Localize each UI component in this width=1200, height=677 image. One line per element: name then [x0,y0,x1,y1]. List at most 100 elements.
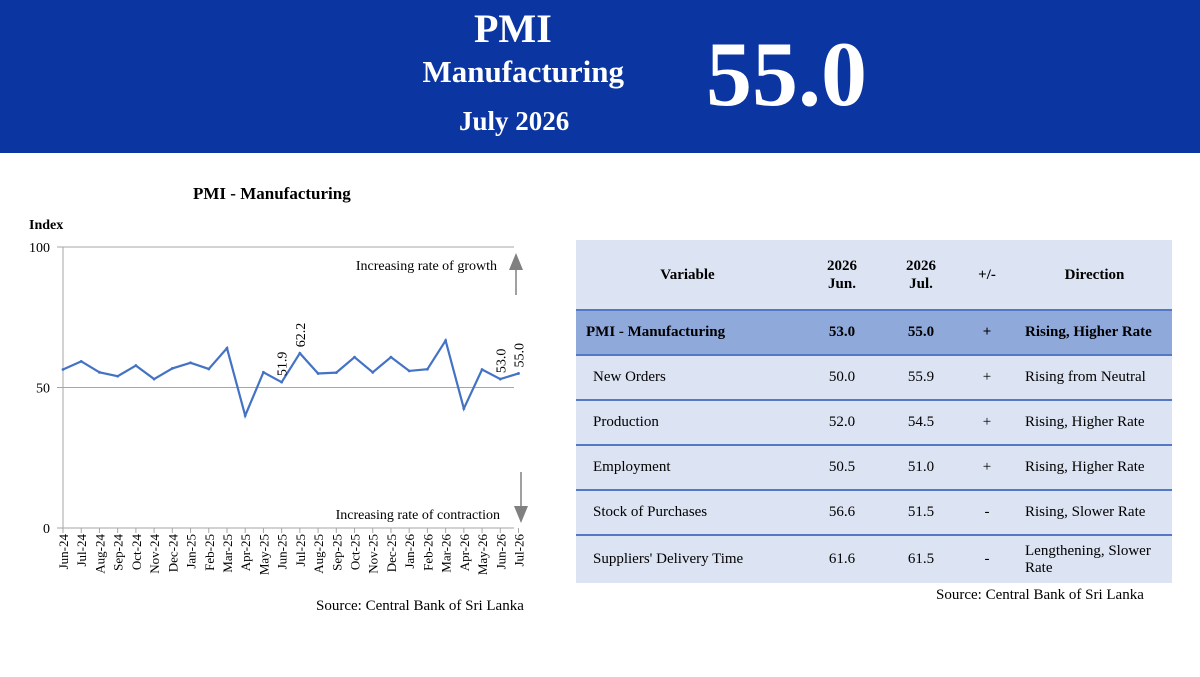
data-point [316,372,320,375]
y-tick-label: 0 [43,522,50,537]
table-row: Suppliers' Delivery Time 61.6 61.5- Lengthe… [576,535,1172,583]
data-point [189,361,192,365]
data-point [353,355,356,359]
x-tick-label: Aug-24 [92,534,107,574]
data-label: 55.0 [513,343,528,368]
data-label: 53.0 [494,349,509,374]
cell-variable: Suppliers' Delivery Time [576,535,799,583]
x-tick-label: Oct-24 [129,534,144,571]
banner-date: July 2026 [459,106,570,136]
data-point [98,370,101,374]
header-direction: Direction [1017,240,1172,311]
header-jul-month: Jul. [909,275,933,292]
cell-jul: 55.0 [885,310,957,356]
y-tick-label: 100 [29,241,50,256]
x-tick-label: May-26 [475,534,490,576]
cell-jul: 55.9 [885,355,957,401]
cell-change: + [957,355,1017,401]
x-tick-label: Sep-25 [329,534,344,571]
data-point [225,346,229,350]
x-tick-label: Jul-26 [512,534,527,567]
data-point [207,367,211,371]
data-point [426,367,429,371]
cell-jun: 52.0 [799,400,885,446]
x-tick-label: Sep-24 [111,534,126,571]
cell-jun: 56.6 [799,490,885,536]
x-tick-label: Feb-26 [420,534,435,571]
x-tick-label: Jul-24 [74,534,89,567]
header-jul-year: 2026 [906,257,936,274]
growth-annotation: Increasing rate of growth [356,259,497,274]
data-point [298,351,302,355]
data-point [407,369,411,373]
cell-variable: Production [576,400,799,446]
data-point [134,364,138,367]
x-tick-label: Mar-25 [220,534,235,573]
cell-direction: Lengthening, Slower Rate [1017,535,1172,583]
data-point [170,366,174,370]
contraction-annotation: Increasing rate of contraction [336,508,500,523]
data-point [116,374,120,378]
x-tick-label: Feb-25 [202,534,217,571]
down-arrow-icon [514,472,528,523]
cell-direction: Rising from Neutral [1017,355,1172,401]
cell-jun: 61.6 [799,535,885,583]
table-row-highlight: PMI - Manufacturing 53.0 55.0 + Rising, High… [576,310,1172,356]
cell-change: + [957,310,1017,356]
data-point [152,377,156,381]
data-point [517,372,520,375]
x-tick-label: Jul-25 [293,534,308,567]
table-header-row: Variable 2026 Jun. 2026 Jul. +/- Direction [576,240,1172,311]
x-tick-label: Jan-25 [184,534,199,569]
header-jun-month: Jun. [828,275,856,292]
data-point [262,370,265,374]
cell-change: + [957,445,1017,491]
cell-variable: Stock of Purchases [576,490,799,536]
cell-change: - [957,490,1017,536]
data-point [498,377,502,381]
pmi-components-table: Variable 2026 Jun. 2026 Jul. +/- Direction… [576,240,1172,583]
cell-jul: 54.5 [885,400,957,446]
cell-jun: 50.0 [799,355,885,401]
up-arrow-icon [509,253,523,295]
cell-jun: 50.5 [799,445,885,491]
data-point [480,368,484,371]
data-label: 51.9 [276,352,291,377]
cell-jun: 53.0 [799,310,885,356]
header-jun: 2026 Jun. [799,240,885,311]
y-tick-label: 50 [36,382,50,397]
banner-title: PMI [474,6,552,51]
x-tick-label: Jun-26 [493,534,508,570]
x-tick-label: Apr-25 [238,534,253,571]
data-point [371,370,375,374]
data-point [444,339,448,342]
data-point [61,368,65,371]
x-tick-label: Dec-24 [165,534,180,573]
table-row: Stock of Purchases 56.6 51.5- Rising, Slowe… [576,490,1172,536]
table-row: New Orders 50.0 55.9 + Rising from Neutral [576,355,1172,401]
table-row: Employment 50.5 51.0 + Rising, Higher Rate [576,445,1172,491]
header-jul: 2026 Jul. [885,240,957,311]
cell-variable: Employment [576,445,799,491]
x-tick-label: Oct-25 [348,534,363,570]
data-point [389,355,393,359]
cell-change: - [957,535,1017,583]
x-tick-label: Mar-26 [439,534,454,573]
data-label: 62.2 [294,323,309,348]
data-point [79,359,83,363]
headline-value: 55.0 [706,23,867,125]
cell-direction: Rising, Slower Rate [1017,490,1172,536]
chart-title: PMI - Manufacturing [193,184,351,203]
x-tick-label: Jun-24 [56,534,71,570]
header-change: +/- [957,240,1017,311]
x-tick-label: Apr-26 [457,534,472,572]
banner-subtitle: Manufacturing [422,54,625,89]
cell-direction: Rising, Higher Rate [1017,400,1172,446]
pmi-series-line [62,337,519,419]
cell-jul: 51.5 [885,490,957,536]
x-tick-label: Dec-25 [384,534,399,572]
table-source: Source: Central Bank of Sri Lanka [936,587,1144,603]
header-jun-year: 2026 [827,257,857,274]
cell-jul: 51.0 [885,445,957,491]
